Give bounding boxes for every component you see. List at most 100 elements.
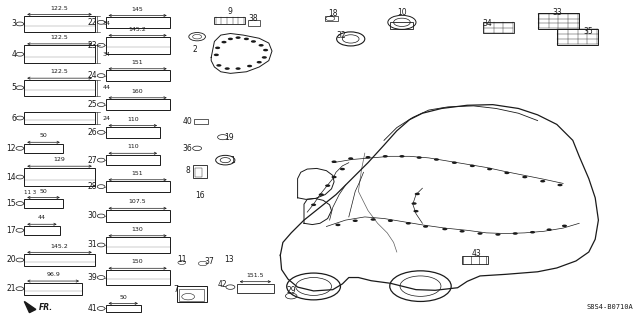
Circle shape: [247, 65, 252, 67]
Bar: [483, 22, 514, 33]
Circle shape: [228, 38, 233, 40]
Text: 22: 22: [88, 18, 97, 27]
Text: 50: 50: [119, 294, 127, 300]
Text: FR.: FR.: [38, 303, 52, 312]
Text: 36: 36: [182, 144, 192, 153]
Bar: [462, 256, 488, 264]
Bar: [214, 17, 245, 24]
Circle shape: [262, 56, 267, 59]
Text: 151: 151: [132, 171, 143, 176]
Bar: [24, 283, 82, 295]
Circle shape: [257, 61, 262, 63]
Circle shape: [477, 232, 483, 235]
Circle shape: [406, 222, 411, 225]
Text: 30: 30: [88, 211, 97, 220]
Text: 9: 9: [228, 7, 233, 16]
Bar: [24, 226, 60, 235]
Text: 10: 10: [397, 8, 407, 17]
Text: 14: 14: [6, 173, 16, 182]
Bar: [24, 144, 63, 153]
Circle shape: [562, 225, 567, 227]
Bar: [106, 210, 170, 222]
Text: 4: 4: [11, 50, 16, 59]
Text: 42: 42: [218, 280, 227, 289]
Bar: [325, 16, 338, 21]
Bar: [24, 45, 95, 63]
Circle shape: [214, 54, 219, 56]
Circle shape: [332, 160, 337, 163]
Text: 6: 6: [11, 114, 16, 122]
Text: 33: 33: [552, 8, 562, 17]
Bar: [106, 305, 141, 312]
Bar: [195, 168, 202, 177]
Circle shape: [413, 210, 419, 212]
Text: 24: 24: [102, 115, 111, 121]
Polygon shape: [24, 301, 36, 313]
Text: 26: 26: [88, 128, 97, 137]
Circle shape: [415, 193, 420, 195]
Bar: [106, 37, 170, 54]
Text: 31: 31: [88, 241, 97, 249]
Text: 38: 38: [248, 14, 258, 23]
Circle shape: [470, 165, 475, 167]
Circle shape: [259, 44, 264, 47]
Circle shape: [325, 184, 330, 187]
Circle shape: [236, 67, 241, 70]
Circle shape: [383, 155, 388, 158]
Circle shape: [263, 49, 268, 51]
Text: 129: 129: [54, 157, 65, 162]
Circle shape: [460, 230, 465, 233]
Text: 11: 11: [178, 256, 187, 264]
Circle shape: [412, 202, 417, 205]
Text: 27: 27: [88, 156, 97, 165]
Text: 50: 50: [40, 133, 47, 138]
Text: 12: 12: [6, 144, 16, 153]
Text: 44: 44: [102, 85, 111, 90]
Text: 11 3: 11 3: [24, 190, 36, 195]
Circle shape: [311, 204, 316, 206]
Text: 15: 15: [6, 199, 16, 208]
Bar: [177, 286, 207, 302]
Circle shape: [216, 64, 221, 67]
Text: 32: 32: [336, 31, 346, 40]
Circle shape: [365, 156, 371, 159]
Text: 20: 20: [6, 256, 16, 264]
Text: 41: 41: [88, 304, 97, 313]
Text: 2: 2: [193, 45, 198, 54]
Circle shape: [348, 157, 353, 160]
Bar: [24, 168, 95, 186]
Bar: [106, 237, 170, 253]
Bar: [106, 17, 170, 27]
Bar: [106, 270, 170, 285]
Text: 1: 1: [230, 156, 235, 165]
Bar: [24, 16, 95, 32]
Text: 40: 40: [182, 117, 192, 126]
Bar: [24, 254, 95, 266]
Text: 28: 28: [88, 182, 97, 191]
Text: 35: 35: [584, 27, 593, 36]
Text: 34: 34: [102, 21, 111, 26]
Text: 151: 151: [132, 60, 143, 65]
Text: 130: 130: [132, 227, 143, 232]
Text: 16: 16: [195, 191, 205, 200]
Text: 107.5: 107.5: [129, 199, 147, 204]
Circle shape: [452, 161, 457, 164]
Circle shape: [251, 40, 256, 43]
Circle shape: [353, 219, 358, 222]
Text: 150: 150: [132, 259, 143, 264]
Text: S8S4-B0710A: S8S4-B0710A: [587, 304, 634, 310]
Circle shape: [442, 228, 447, 230]
Circle shape: [332, 176, 337, 178]
Circle shape: [335, 224, 340, 226]
Circle shape: [547, 228, 552, 231]
Text: 43: 43: [472, 249, 482, 258]
Bar: [390, 22, 413, 29]
Bar: [106, 155, 160, 165]
Text: 145.2: 145.2: [51, 243, 68, 249]
Circle shape: [434, 158, 439, 161]
Circle shape: [399, 155, 404, 158]
Circle shape: [371, 218, 376, 221]
Circle shape: [487, 168, 492, 170]
Text: 96.9: 96.9: [46, 272, 60, 277]
Circle shape: [319, 193, 324, 196]
